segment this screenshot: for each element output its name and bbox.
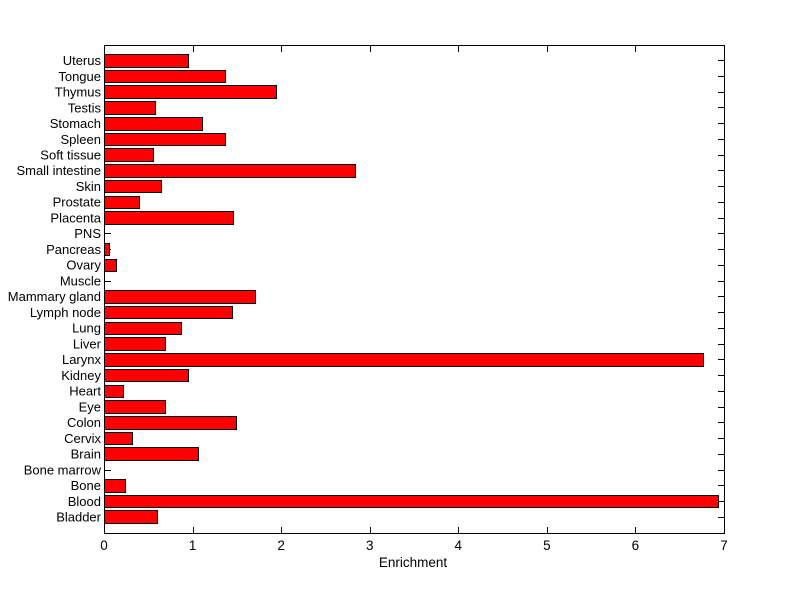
svg-text:Uterus: Uterus bbox=[63, 53, 102, 68]
svg-text:Testis: Testis bbox=[68, 100, 102, 115]
svg-text:Pancreas: Pancreas bbox=[46, 242, 101, 257]
svg-text:2: 2 bbox=[277, 538, 285, 553]
svg-text:Lung: Lung bbox=[72, 321, 101, 336]
svg-text:PNS: PNS bbox=[74, 226, 101, 241]
svg-text:4: 4 bbox=[455, 538, 463, 553]
svg-text:Soft tissue: Soft tissue bbox=[40, 147, 101, 162]
svg-text:Cervix: Cervix bbox=[64, 431, 101, 446]
svg-text:Heart: Heart bbox=[69, 384, 101, 399]
svg-text:Enrichment: Enrichment bbox=[379, 555, 448, 570]
svg-text:Skin: Skin bbox=[76, 179, 101, 194]
svg-text:5: 5 bbox=[543, 538, 551, 553]
svg-text:3: 3 bbox=[366, 538, 374, 553]
svg-text:7: 7 bbox=[720, 538, 728, 553]
svg-text:Liver: Liver bbox=[73, 336, 102, 351]
svg-text:Small intestine: Small intestine bbox=[16, 163, 101, 178]
svg-text:Colon: Colon bbox=[67, 415, 101, 430]
svg-text:Spleen: Spleen bbox=[61, 132, 101, 147]
svg-text:0: 0 bbox=[100, 538, 108, 553]
svg-text:Mammary gland: Mammary gland bbox=[8, 289, 101, 304]
svg-text:Blood: Blood bbox=[68, 494, 101, 509]
svg-text:Tongue: Tongue bbox=[58, 69, 101, 84]
svg-text:Bone marrow: Bone marrow bbox=[24, 462, 102, 477]
svg-text:Thymus: Thymus bbox=[55, 85, 102, 100]
svg-text:Bladder: Bladder bbox=[56, 510, 101, 525]
svg-text:Prostate: Prostate bbox=[53, 195, 101, 210]
svg-text:Stomach: Stomach bbox=[50, 116, 101, 131]
svg-text:Lymph node: Lymph node bbox=[30, 305, 101, 320]
svg-text:Brain: Brain bbox=[71, 447, 101, 462]
svg-text:Bone: Bone bbox=[71, 478, 101, 493]
svg-text:Eye: Eye bbox=[79, 399, 101, 414]
svg-text:Placenta: Placenta bbox=[50, 210, 101, 225]
svg-text:Muscle: Muscle bbox=[60, 273, 101, 288]
svg-text:6: 6 bbox=[632, 538, 640, 553]
svg-text:Larynx: Larynx bbox=[62, 352, 102, 367]
svg-text:1: 1 bbox=[189, 538, 197, 553]
svg-text:Ovary: Ovary bbox=[66, 258, 101, 273]
svg-text:Kidney: Kidney bbox=[61, 368, 101, 383]
